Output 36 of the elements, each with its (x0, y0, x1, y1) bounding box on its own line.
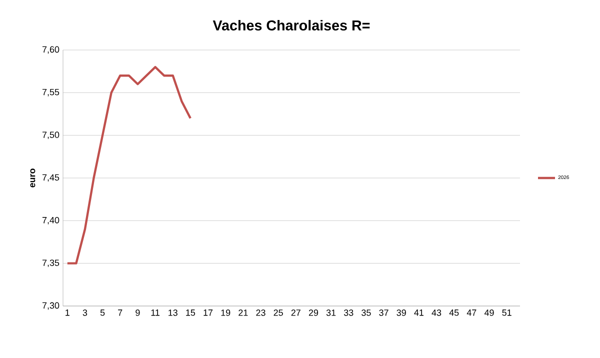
x-tick-label: 1 (66, 310, 70, 316)
x-tick-label: 51 (502, 310, 512, 316)
x-tick-label: 25 (274, 310, 283, 316)
x-tick-label: 47 (466, 310, 476, 316)
y-tick-label: 7,35 (42, 260, 60, 268)
y-tick-label: 7,30 (42, 302, 60, 310)
x-tick-label: 19 (221, 310, 230, 316)
x-tick-label: 39 (396, 310, 406, 316)
y-tick-label: 7,55 (42, 89, 60, 96)
y-tick-label: 7,60 (42, 46, 60, 54)
x-tick-label: 17 (204, 310, 213, 316)
x-tick-label: 49 (484, 310, 494, 316)
x-tick-label: 37 (379, 310, 388, 316)
x-tick-label: 31 (326, 310, 336, 316)
y-tick-label: 7,45 (42, 174, 60, 182)
x-tick-label: 33 (344, 310, 354, 316)
y-axis-title: euro (30, 168, 36, 188)
x-tick-label: 27 (291, 310, 300, 316)
line-series (66, 66, 192, 264)
x-tick-label: 45 (449, 310, 459, 316)
x-tick-label: 7 (118, 310, 122, 316)
x-tick-label: 21 (238, 310, 248, 316)
x-tick-label: 11 (151, 310, 160, 316)
x-tick-label: 43 (432, 310, 442, 316)
x-tick-label: 13 (168, 310, 178, 316)
y-tick-label: 7,50 (42, 132, 60, 140)
x-tick-label: 29 (308, 310, 318, 316)
x-tick-label: 5 (100, 310, 105, 316)
x-tick-label: 41 (414, 310, 424, 316)
x-tick-label: 15 (186, 310, 196, 316)
y-tick-label: 7,40 (42, 216, 60, 224)
x-tick-label: 3 (82, 310, 88, 316)
x-tick-label: 35 (362, 310, 371, 316)
x-tick-label: 23 (256, 310, 266, 316)
chart-title: Vaches Charolaises R= (212, 20, 370, 31)
x-tick-label: 9 (136, 310, 140, 316)
